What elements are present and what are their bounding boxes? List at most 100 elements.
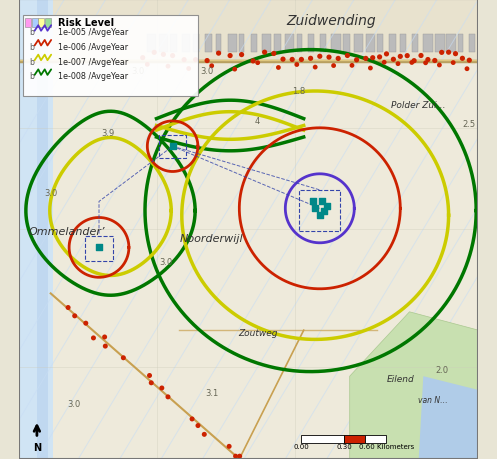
Point: [89, 335, 97, 342]
Point: [232, 453, 240, 459]
Text: Zoutweg: Zoutweg: [238, 328, 277, 337]
Point: [95, 244, 103, 252]
Point: [334, 56, 342, 63]
Point: [431, 58, 439, 65]
Text: b: b: [29, 57, 34, 67]
Point: [279, 56, 287, 64]
Point: [164, 393, 172, 401]
Text: 1e-007 /AvgeYear: 1e-007 /AvgeYear: [58, 57, 128, 67]
Point: [194, 422, 202, 429]
Bar: [23, 16, 198, 96]
Bar: [170, 34, 179, 53]
Point: [394, 61, 402, 68]
Text: 0.60 Kilometers: 0.60 Kilometers: [359, 443, 414, 449]
Bar: [85, 236, 113, 262]
Point: [249, 58, 257, 66]
Point: [321, 207, 329, 215]
Point: [231, 66, 239, 73]
Text: b: b: [29, 72, 34, 81]
Bar: [344, 435, 365, 443]
Bar: [301, 435, 344, 443]
Point: [226, 53, 234, 60]
Point: [383, 51, 391, 58]
Point: [396, 54, 404, 61]
Point: [435, 62, 443, 69]
Bar: [38, 19, 44, 28]
Point: [238, 52, 246, 59]
Point: [160, 51, 167, 59]
Text: 1e-005 /AvgeYear: 1e-005 /AvgeYear: [58, 28, 128, 37]
Text: Ommelander’: Ommelander’: [28, 227, 105, 237]
Bar: [159, 34, 166, 53]
Bar: [435, 34, 439, 53]
Bar: [366, 34, 375, 53]
Bar: [423, 34, 432, 53]
Text: 4: 4: [255, 117, 260, 126]
Point: [188, 415, 196, 423]
Text: 2.0: 2.0: [435, 365, 448, 374]
Point: [348, 62, 356, 70]
Point: [158, 385, 166, 392]
Bar: [25, 19, 31, 28]
Text: 3.1: 3.1: [205, 388, 218, 397]
Bar: [37, 0, 48, 459]
Point: [369, 55, 377, 62]
Bar: [400, 34, 405, 53]
Point: [168, 143, 176, 151]
Bar: [216, 34, 226, 53]
Bar: [331, 34, 337, 53]
Bar: [389, 34, 397, 53]
Bar: [251, 34, 260, 53]
Point: [376, 54, 384, 62]
Point: [424, 57, 432, 64]
Text: 1.8: 1.8: [292, 87, 306, 96]
Point: [380, 59, 388, 67]
Point: [139, 55, 147, 62]
Polygon shape: [418, 376, 479, 459]
Text: 0.30: 0.30: [336, 443, 352, 449]
Point: [101, 334, 109, 341]
Point: [330, 63, 337, 70]
Bar: [193, 34, 202, 53]
Point: [236, 453, 244, 459]
Bar: [412, 34, 421, 53]
Point: [119, 354, 127, 362]
Bar: [274, 34, 279, 53]
Point: [417, 53, 425, 60]
Bar: [32, 19, 38, 28]
Point: [288, 56, 296, 64]
Bar: [239, 34, 246, 53]
Point: [215, 50, 223, 58]
Point: [164, 63, 172, 71]
Point: [410, 58, 418, 65]
Point: [168, 53, 176, 60]
Bar: [343, 34, 349, 53]
Bar: [228, 34, 237, 53]
Point: [192, 57, 200, 64]
Point: [146, 372, 154, 379]
Bar: [297, 34, 303, 53]
Point: [71, 313, 79, 320]
Text: 2.5: 2.5: [463, 119, 476, 129]
Text: Risk Level: Risk Level: [58, 17, 114, 28]
Bar: [308, 34, 314, 53]
Text: Zuidwending: Zuidwending: [286, 14, 376, 28]
Bar: [147, 34, 157, 53]
Point: [451, 51, 459, 58]
Point: [254, 60, 262, 67]
Bar: [458, 34, 467, 53]
Text: b: b: [29, 43, 34, 52]
Point: [316, 212, 324, 219]
Bar: [285, 34, 295, 53]
Point: [274, 65, 282, 72]
Text: 3.0: 3.0: [44, 188, 57, 197]
Bar: [45, 19, 51, 28]
Point: [311, 205, 319, 213]
Point: [458, 56, 466, 63]
Point: [64, 304, 72, 312]
Point: [449, 60, 457, 67]
Text: b: b: [29, 28, 34, 37]
Point: [362, 56, 370, 63]
Point: [325, 54, 333, 62]
Text: 3.0: 3.0: [159, 257, 172, 266]
